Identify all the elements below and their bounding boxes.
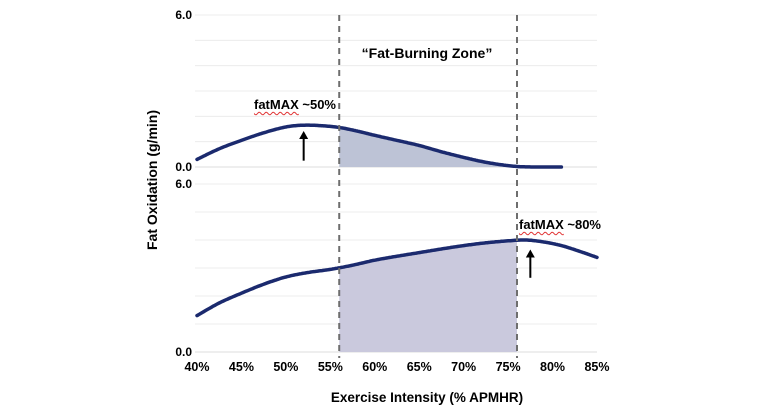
fatmax-word: fatMAX — [253, 97, 299, 112]
annotation-arrow-head — [525, 249, 535, 258]
x-axis-title: Exercise Intensity (% APMHR) — [330, 390, 524, 405]
y-tick-label: 6.0 — [175, 8, 192, 22]
x-tick-label: 55% — [317, 360, 343, 374]
x-tick-label: 50% — [273, 360, 299, 374]
x-tick-label: 45% — [228, 360, 254, 374]
x-tick-label: 70% — [451, 360, 477, 374]
fat-burning-zone-title: “Fat-Burning Zone” — [361, 45, 493, 61]
y-tick-label: 0.0 — [175, 160, 192, 174]
y-tick-label: 0.0 — [175, 345, 192, 359]
fat-burning-zone-fill — [339, 127, 517, 167]
fat-oxidation-curve — [195, 238, 599, 318]
fatmax-word: fatMAX — [518, 217, 564, 232]
x-tick-label: 75% — [495, 360, 521, 374]
fatmax-value: ~50% — [298, 97, 336, 112]
fatmax-50-annotation: fatMAX ~50% — [237, 97, 353, 112]
x-tick-label: 80% — [540, 360, 566, 374]
x-tick-label: 65% — [406, 360, 432, 374]
annotation-arrow-head — [299, 131, 309, 140]
y-tick-label: 6.0 — [175, 177, 192, 191]
x-tick-label: 60% — [362, 360, 388, 374]
x-tick-label: 85% — [584, 360, 610, 374]
x-tick-label: 40% — [184, 360, 210, 374]
fatmax-value: ~80% — [563, 217, 601, 232]
fat-burning-zone-fill — [339, 240, 517, 352]
fat-oxidation-curve — [195, 123, 564, 169]
fatmax-80-annotation: fatMAX ~80% — [502, 217, 618, 232]
